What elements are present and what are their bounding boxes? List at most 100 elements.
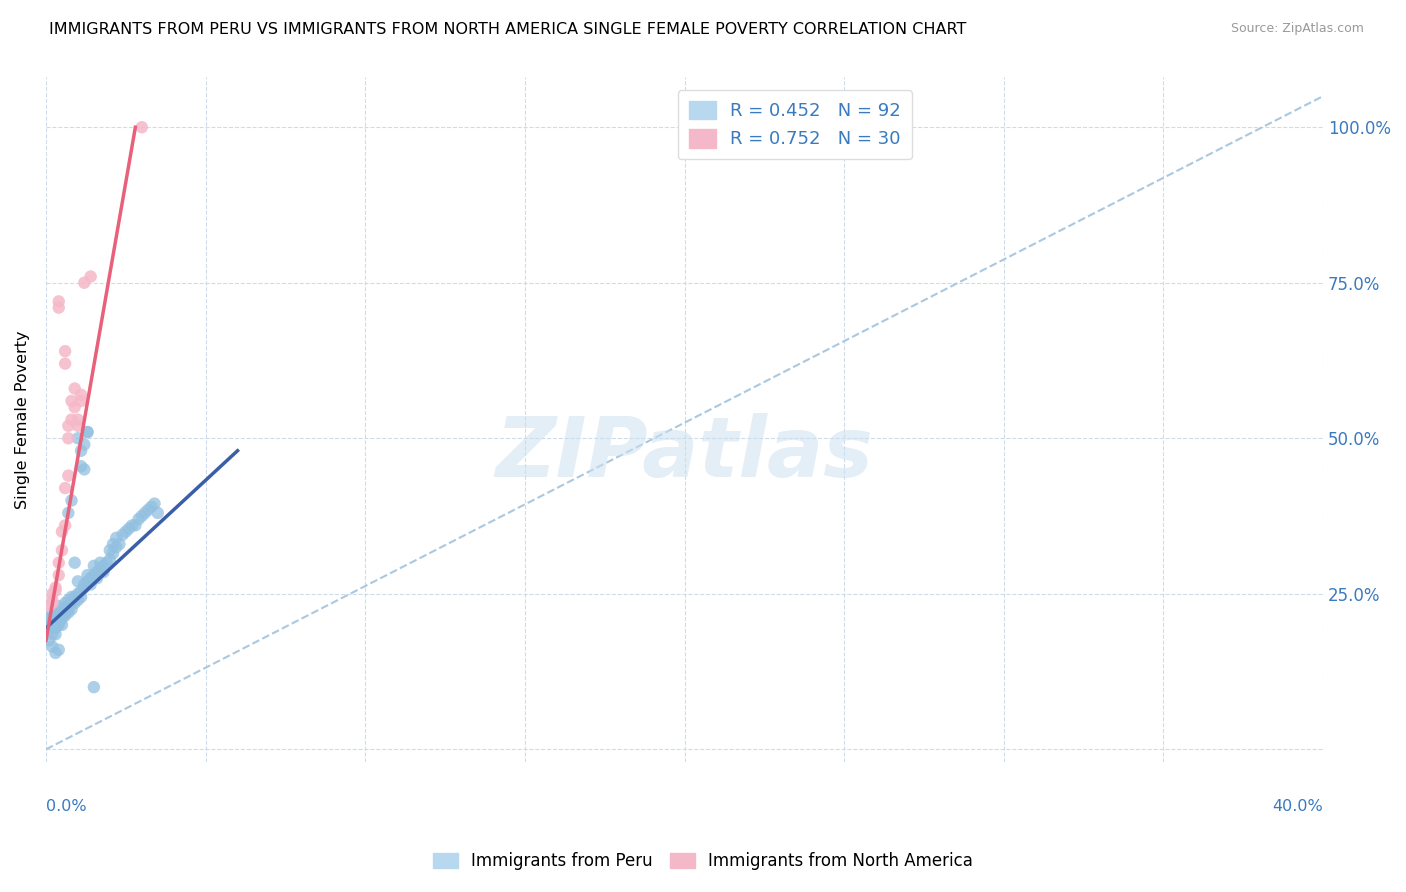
Point [63,382,86,396]
Point [76,425,98,439]
Point [48,618,70,632]
Point [63,556,86,570]
Legend: Immigrants from Peru, Immigrants from North America: Immigrants from Peru, Immigrants from No… [426,846,980,877]
Point [53,602,76,616]
Point [51,602,73,616]
Point [79,269,101,284]
Point [73,437,96,451]
Point [53,606,76,620]
Y-axis label: Single Female Poverty: Single Female Poverty [15,330,30,508]
Point [41,612,63,626]
Point [38,618,60,632]
Point [48,608,70,623]
Point [66,574,89,589]
Point [45,646,67,660]
Point [45,606,67,620]
Point [48,615,70,629]
Point [48,642,70,657]
Point [41,640,63,654]
Text: ZIPatlas: ZIPatlas [496,413,873,494]
Point [58,418,80,433]
Point [58,431,80,445]
Point [53,596,76,610]
Point [66,587,89,601]
Point [108,537,131,551]
Point [121,518,143,533]
Point [131,120,153,135]
Point [70,388,93,402]
Point [38,599,60,614]
Point [79,571,101,585]
Point [96,556,118,570]
Point [45,581,67,595]
Text: Source: ZipAtlas.com: Source: ZipAtlas.com [1230,22,1364,36]
Point [73,577,96,591]
Point [60,596,83,610]
Point [83,568,105,582]
Point [41,608,63,623]
Point [58,599,80,614]
Point [60,493,83,508]
Point [45,608,67,623]
Point [41,618,63,632]
Point [114,524,136,539]
Point [60,602,83,616]
Point [118,521,141,535]
Point [146,506,169,520]
Point [141,500,163,514]
Point [136,503,159,517]
Point [41,606,63,620]
Text: 40.0%: 40.0% [1272,799,1323,814]
Text: IMMIGRANTS FROM PERU VS IMMIGRANTS FROM NORTH AMERICA SINGLE FEMALE POVERTY CORR: IMMIGRANTS FROM PERU VS IMMIGRANTS FROM … [49,22,966,37]
Point [76,425,98,439]
Text: 0.0%: 0.0% [46,799,87,814]
Point [41,615,63,629]
Point [70,393,93,408]
Point [41,587,63,601]
Point [45,583,67,598]
Point [53,357,76,371]
Point [38,612,60,626]
Point [48,294,70,309]
Point [66,418,89,433]
Point [38,633,60,648]
Point [41,621,63,635]
Point [83,680,105,694]
Point [58,468,80,483]
Point [128,512,150,526]
Point [51,618,73,632]
Point [70,459,93,474]
Point [76,574,98,589]
Point [66,412,89,426]
Point [86,571,108,585]
Point [51,612,73,626]
Point [63,590,86,604]
Point [48,568,70,582]
Point [63,596,86,610]
Point [66,593,89,607]
Point [45,621,67,635]
Point [93,558,115,573]
Point [98,552,121,566]
Point [53,481,76,495]
Point [73,276,96,290]
Point [48,606,70,620]
Point [70,583,93,598]
Point [111,527,134,541]
Point [53,608,76,623]
Point [58,602,80,616]
Point [134,506,156,520]
Point [48,556,70,570]
Point [51,543,73,558]
Point [79,577,101,591]
Point [51,524,73,539]
Point [73,581,96,595]
Point [98,543,121,558]
Point [143,497,166,511]
Point [53,344,76,359]
Point [41,627,63,641]
Point [45,615,67,629]
Point [41,596,63,610]
Point [53,518,76,533]
Point [60,590,83,604]
